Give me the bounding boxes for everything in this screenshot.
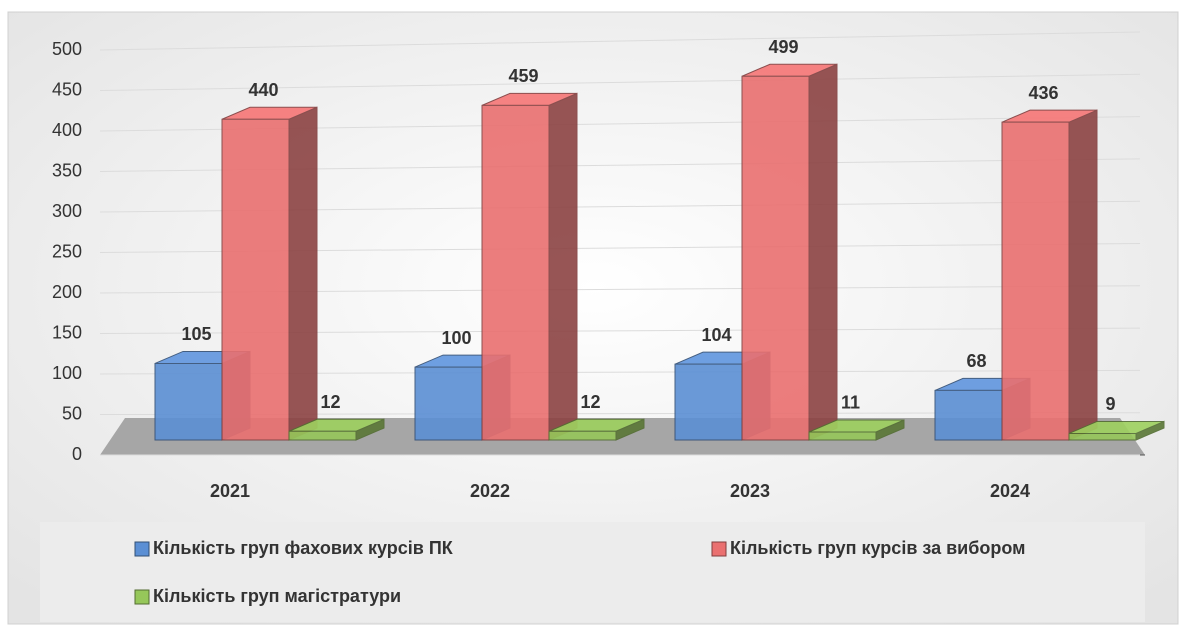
bar-face — [808, 63, 838, 441]
bar-face — [221, 118, 290, 441]
value-label: 440 — [248, 80, 278, 100]
y-tick-label: 250 — [52, 241, 82, 261]
value-label: 68 — [966, 351, 986, 371]
bar-face — [154, 362, 223, 441]
x-tick-label: 2023 — [730, 481, 770, 501]
bar-face — [1001, 121, 1070, 441]
value-label: 104 — [701, 325, 731, 345]
grid-line — [99, 31, 1141, 51]
bar — [288, 418, 385, 441]
x-tick-label: 2024 — [990, 481, 1030, 501]
bar-face — [481, 104, 550, 441]
bar — [221, 106, 318, 441]
value-label: 459 — [508, 66, 538, 86]
bar-face — [548, 430, 617, 441]
bar — [481, 92, 578, 441]
bar-face — [288, 106, 318, 441]
y-tick-label: 50 — [62, 403, 82, 423]
y-tick-label: 450 — [52, 79, 82, 99]
legend-label: Кількість груп фахових курсів ПК — [153, 538, 454, 558]
bar-face — [414, 366, 483, 441]
legend-label: Кількість груп курсів за вибором — [730, 538, 1025, 558]
bar-face — [1068, 109, 1098, 441]
value-label: 499 — [768, 37, 798, 57]
value-label: 12 — [320, 392, 340, 412]
bar-face — [674, 363, 743, 441]
bar — [1001, 109, 1098, 441]
legend-swatch — [134, 589, 150, 605]
bar-face — [288, 430, 357, 441]
bar-face — [934, 389, 1003, 441]
bar — [808, 419, 905, 441]
value-label: 100 — [441, 328, 471, 348]
y-tick-label: 500 — [52, 39, 82, 59]
y-tick-label: 100 — [52, 363, 82, 383]
y-tick-label: 200 — [52, 282, 82, 302]
y-tick-label: 0 — [72, 444, 82, 464]
legend — [40, 522, 1145, 622]
value-label: 436 — [1028, 83, 1058, 103]
bar — [548, 418, 645, 441]
legend-swatch — [134, 541, 150, 557]
x-tick-label: 2021 — [210, 481, 250, 501]
y-tick-label: 300 — [52, 201, 82, 221]
y-tick-label: 350 — [52, 160, 82, 180]
value-label: 12 — [580, 392, 600, 412]
bar-face — [741, 75, 810, 441]
y-tick-label: 400 — [52, 120, 82, 140]
value-label: 9 — [1105, 394, 1115, 414]
legend-label: Кількість груп магістратури — [153, 586, 401, 606]
bar — [741, 63, 838, 441]
bar-face — [1068, 432, 1137, 441]
x-tick-label: 2022 — [470, 481, 510, 501]
value-label: 105 — [181, 324, 211, 344]
value-label: 11 — [841, 393, 860, 413]
bar — [1068, 420, 1165, 441]
bar-face — [808, 431, 877, 441]
legend-swatch — [711, 541, 727, 557]
y-tick-label: 150 — [52, 322, 82, 342]
bar-face — [548, 92, 578, 441]
grid-line — [99, 73, 1141, 91]
